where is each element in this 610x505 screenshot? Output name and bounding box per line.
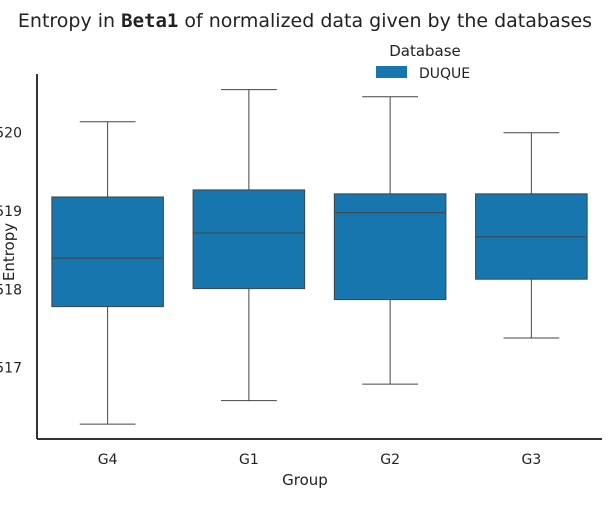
y-tick-label: 520 (0, 126, 22, 142)
y-tick-label: 517 (0, 361, 22, 377)
legend-label: DUQUE (419, 66, 470, 82)
chart-title-suffix: of normalized data given by the database… (178, 10, 592, 32)
y-tick-label: 518 (0, 282, 22, 298)
box (192, 189, 306, 290)
x-tick-label: G1 (239, 452, 259, 468)
chart-title: Entropy in Beta1 of normalized data give… (18, 10, 592, 32)
chart-title-code: Beta1 (121, 10, 178, 32)
chart-title-prefix: Entropy in (18, 10, 121, 32)
box-group (475, 132, 588, 339)
box (51, 196, 164, 308)
plot-area: 517 518 519 520 G4 G1 G2 G3 (0, 89, 588, 468)
x-tick-label: G3 (521, 452, 541, 468)
box-group (333, 96, 447, 385)
legend: Database DUQUE (376, 42, 470, 82)
legend-title: Database (389, 42, 461, 60)
box (333, 193, 447, 301)
box-group (51, 121, 164, 425)
x-axis-label: Group (282, 471, 328, 489)
box-group (192, 89, 306, 402)
y-axis-label: Entropy (0, 223, 18, 281)
legend-swatch (376, 66, 407, 78)
y-tick-label: 519 (0, 204, 22, 220)
x-tick-label: G2 (380, 452, 400, 468)
x-tick-label: G4 (98, 452, 118, 468)
